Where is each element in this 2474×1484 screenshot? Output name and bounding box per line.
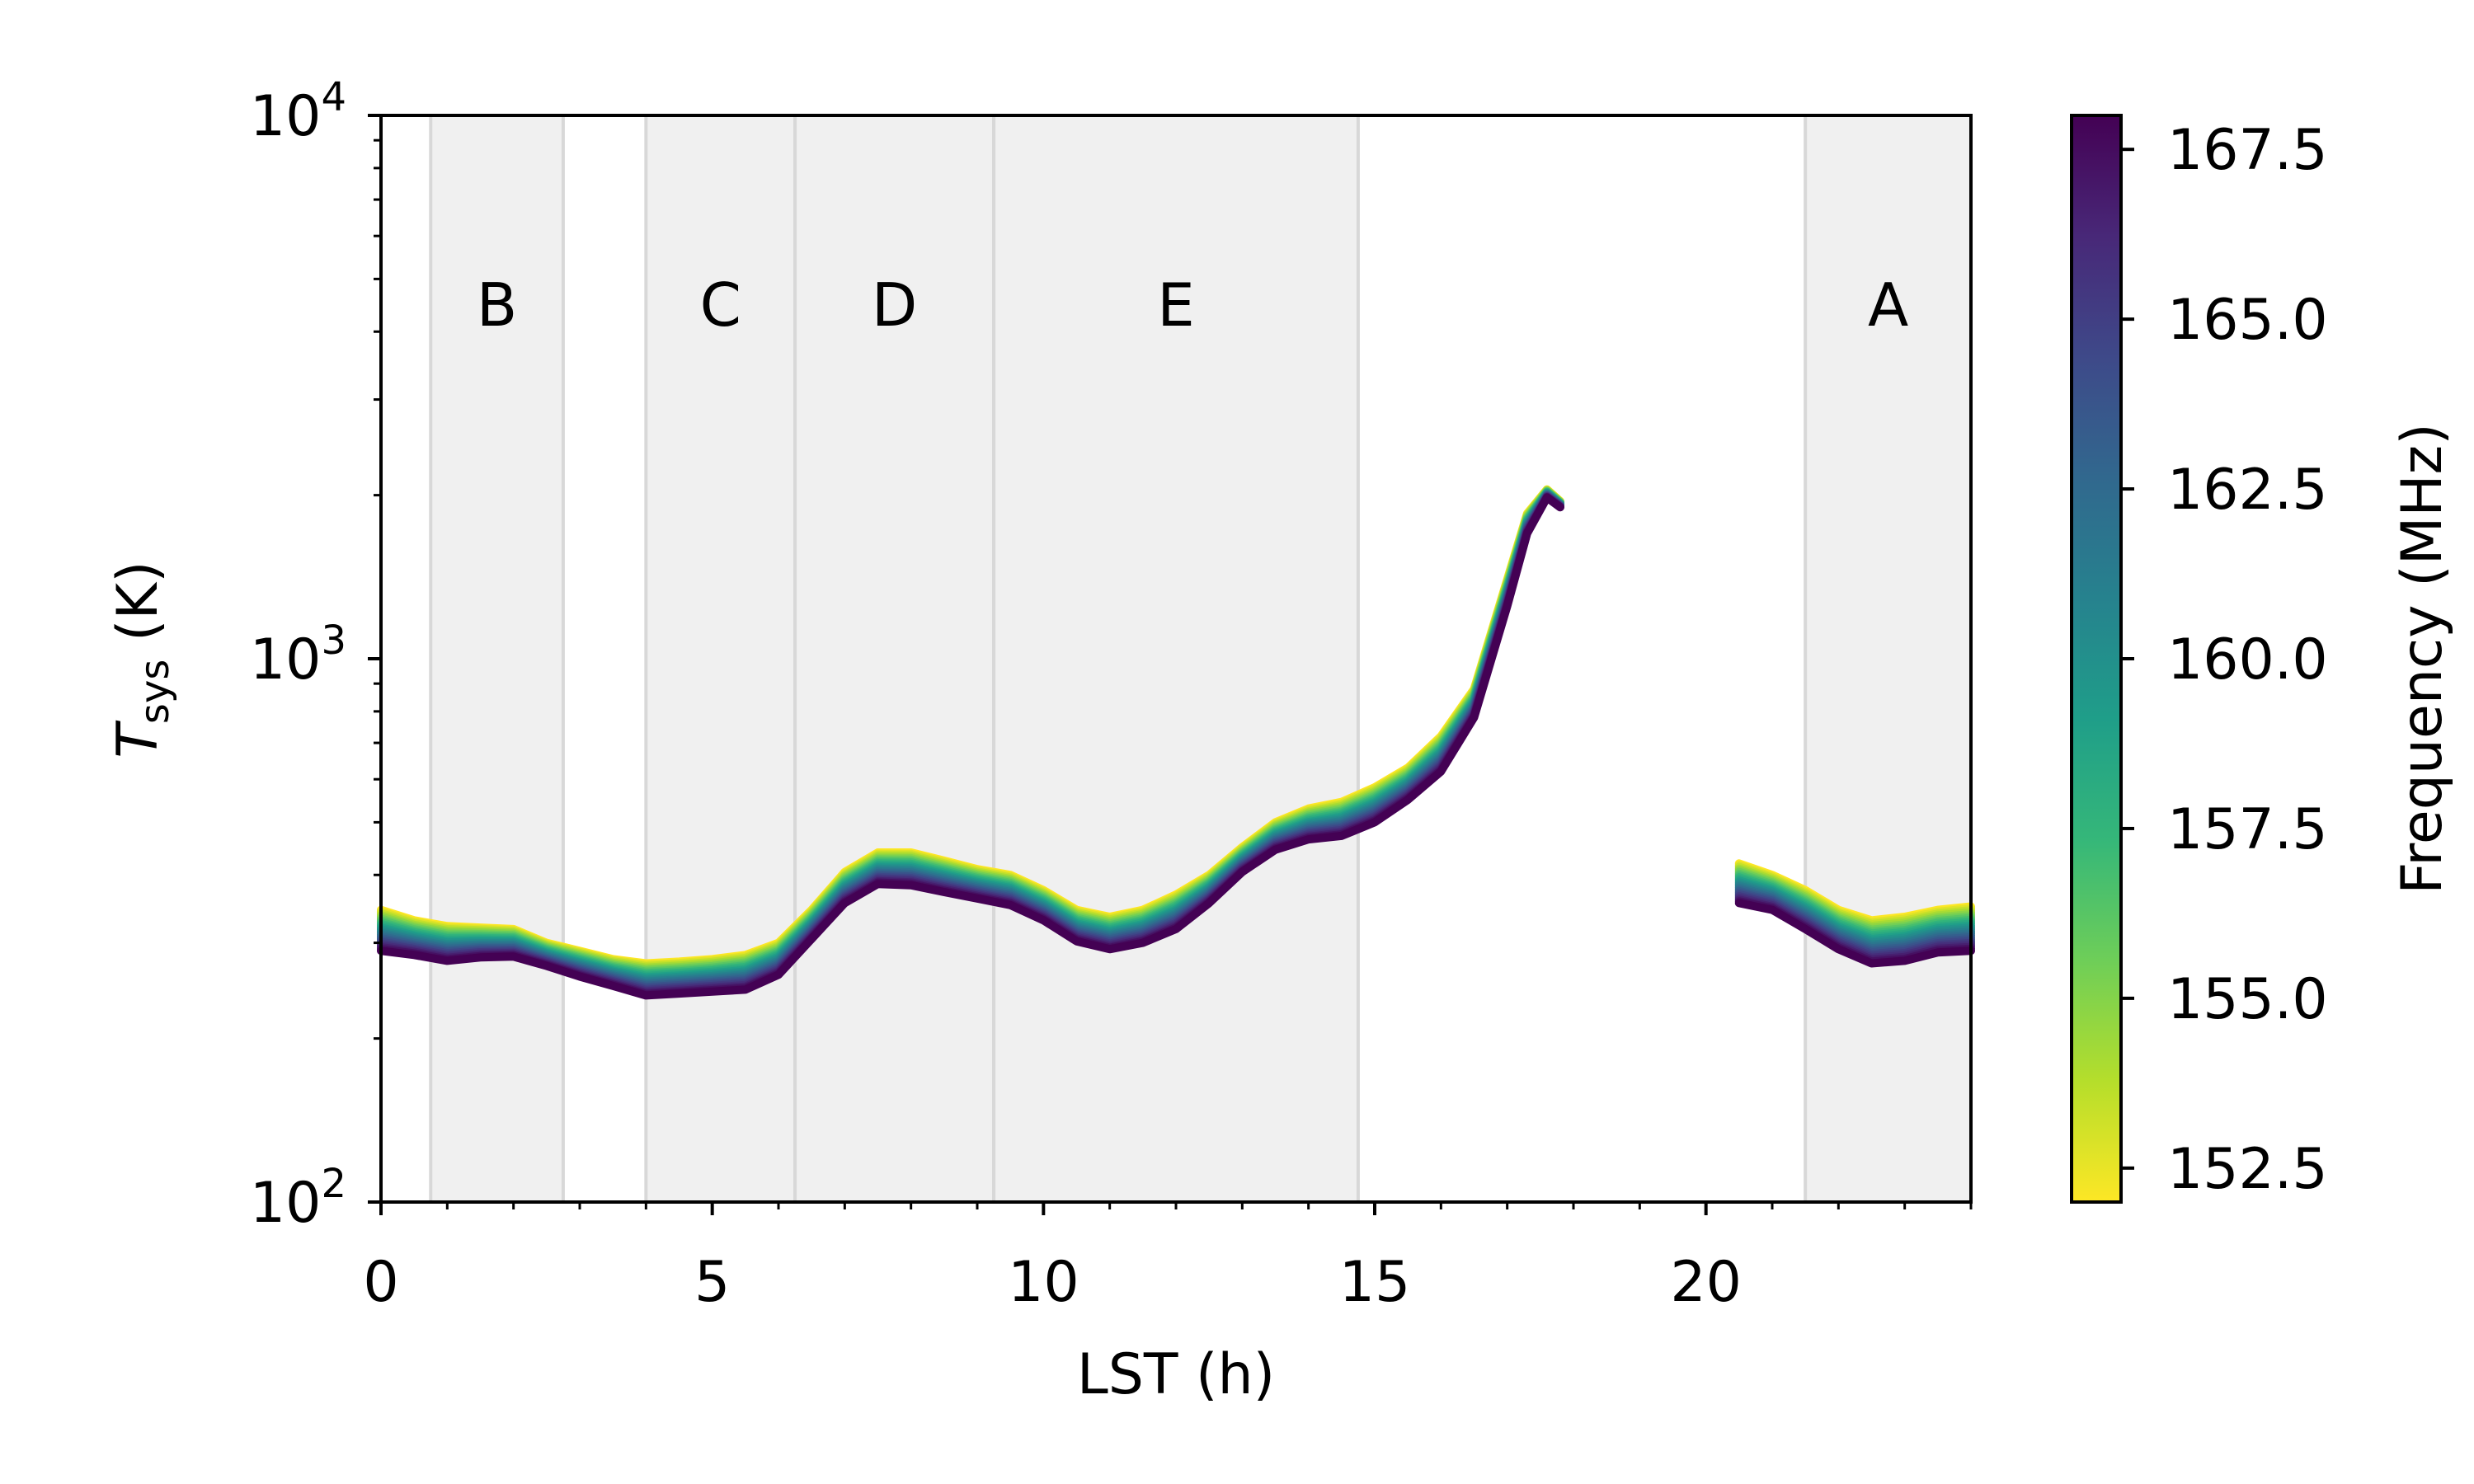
field-band-d [795, 115, 995, 1202]
field-band-label: E [1157, 270, 1195, 340]
field-bands [429, 115, 1973, 1202]
field-band-label: D [872, 270, 917, 340]
x-tick-label: 15 [1339, 1250, 1411, 1315]
field-band-label: A [1868, 270, 1908, 340]
field-band-label: B [477, 270, 517, 340]
y-axis-label-sub: sys [132, 660, 178, 724]
colorbar [2070, 114, 2123, 1204]
y-tick-base: 10 [250, 84, 322, 149]
field-band-a [1805, 115, 1971, 1202]
colorbar-tick-label: 152.5 [2167, 1137, 2328, 1202]
colorbar-tick-label: 165.0 [2167, 288, 2328, 353]
x-tick-label: 5 [694, 1250, 730, 1315]
y-axis-label-unit: (K) [106, 561, 171, 659]
field-band-e [994, 115, 1358, 1202]
y-tick-base: 10 [250, 627, 322, 693]
y-axis-label-main: T [106, 721, 171, 758]
y-tick-label: 104 [250, 74, 346, 149]
tsys-curve [1734, 899, 1975, 968]
colorbar-ticks: 152.5 155.0 157.5 160.0 162.5 165.0 167.5 [2121, 118, 2328, 1202]
y-tick-exponent: 3 [321, 618, 346, 664]
colorbar-tick-label: 155.0 [2167, 967, 2328, 1032]
colorbar-label: Frequency (MHz) [2390, 423, 2455, 894]
x-tick-label: 20 [1670, 1250, 1742, 1315]
x-axis-ticks: 0 5 10 15 20 [363, 1202, 1973, 1315]
colorbar-tick-label: 160.0 [2167, 627, 2328, 693]
colorbar-tick-label: 162.5 [2167, 458, 2328, 523]
y-tick-base: 10 [250, 1171, 322, 1236]
y-tick-exponent: 2 [321, 1161, 346, 1207]
x-tick-label: 10 [1008, 1250, 1079, 1315]
colorbar-tick-label: 157.5 [2167, 797, 2328, 862]
y-tick-exponent: 4 [321, 74, 346, 120]
tsys-series [377, 485, 1975, 1000]
y-tick-label: 102 [250, 1161, 346, 1236]
x-tick-label: 0 [363, 1250, 398, 1315]
y-axis-label: Tsys (K) [106, 561, 178, 758]
colorbar-tick-label: 167.5 [2167, 118, 2328, 183]
field-band-label: C [700, 270, 741, 340]
y-tick-label: 103 [250, 618, 346, 693]
field-band-b [430, 115, 563, 1202]
field-band-c [646, 115, 796, 1202]
tsys-curve [377, 493, 1564, 1000]
x-axis-label: LST (h) [1077, 1342, 1275, 1407]
